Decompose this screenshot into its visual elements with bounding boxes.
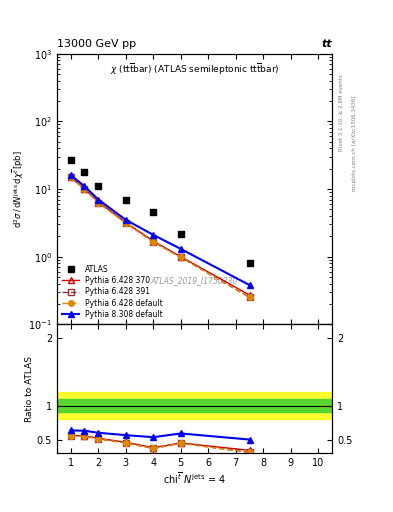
Pythia 8.308 default (247, 282, 252, 288)
ATLAS (123, 196, 129, 204)
Pythia 6.428 370 (178, 253, 183, 260)
Pythia 6.428 391 (82, 186, 87, 192)
Pythia 6.428 default (247, 294, 252, 301)
ATLAS (246, 259, 253, 267)
Pythia 6.428 370 (247, 292, 252, 298)
Bar (57, 392, 332, 419)
Text: Rivet 3.1.10, ≥ 2.8M events: Rivet 3.1.10, ≥ 2.8M events (339, 74, 344, 151)
Pythia 6.428 default (68, 174, 73, 180)
Text: mcplots.cern.ch [arXiv:1306.3436]: mcplots.cern.ch [arXiv:1306.3436] (352, 96, 357, 191)
Pythia 6.428 default (178, 254, 183, 260)
Line: Pythia 6.428 default: Pythia 6.428 default (68, 175, 252, 300)
Pythia 8.308 default (151, 232, 156, 238)
Text: $\chi$ (tt$\overline{\mathrm{t}}$bar) (ATLAS semileptonic tt$\overline{\mathrm{t: $\chi$ (tt$\overline{\mathrm{t}}$bar) (A… (110, 62, 279, 77)
Bar (57, 399, 332, 413)
Pythia 6.428 370 (151, 238, 156, 244)
Line: Pythia 6.428 370: Pythia 6.428 370 (68, 175, 252, 298)
Pythia 6.428 391 (178, 254, 183, 260)
Text: 13000 GeV pp: 13000 GeV pp (57, 38, 136, 49)
Pythia 8.308 default (178, 246, 183, 252)
Pythia 8.308 default (68, 172, 73, 178)
Pythia 6.428 370 (82, 186, 87, 192)
X-axis label: chi$^{\overline{t}}$ $N^{\mathrm{jets}}$ = 4: chi$^{\overline{t}}$ $N^{\mathrm{jets}}$… (163, 471, 226, 486)
Pythia 6.428 391 (68, 174, 73, 180)
Line: Pythia 8.308 default: Pythia 8.308 default (68, 173, 252, 288)
Y-axis label: $\mathrm{d}^2\sigma\,/\,\mathrm{d}N^{\mathrm{jets}}\,\mathrm{d}\chi^{\overline{t: $\mathrm{d}^2\sigma\,/\,\mathrm{d}N^{\ma… (10, 150, 26, 228)
Pythia 6.428 default (123, 220, 128, 226)
Pythia 6.428 391 (123, 220, 128, 226)
ATLAS (150, 208, 156, 217)
Pythia 6.428 370 (96, 199, 101, 205)
Pythia 8.308 default (96, 197, 101, 203)
ATLAS (178, 229, 184, 238)
Pythia 8.308 default (82, 183, 87, 189)
Y-axis label: Ratio to ATLAS: Ratio to ATLAS (25, 356, 34, 422)
ATLAS (68, 156, 74, 164)
Pythia 8.308 default (123, 217, 128, 223)
Pythia 6.428 391 (247, 294, 252, 301)
Text: tt: tt (321, 38, 332, 49)
ATLAS (81, 167, 88, 176)
Pythia 6.428 391 (96, 200, 101, 206)
Pythia 6.428 default (96, 200, 101, 206)
Pythia 6.428 default (82, 186, 87, 192)
Pythia 6.428 default (151, 239, 156, 245)
Legend: ATLAS, Pythia 6.428 370, Pythia 6.428 391, Pythia 6.428 default, Pythia 8.308 de: ATLAS, Pythia 6.428 370, Pythia 6.428 39… (61, 263, 165, 321)
Pythia 6.428 391 (151, 239, 156, 245)
ATLAS (95, 182, 101, 190)
Pythia 6.428 370 (68, 174, 73, 180)
Pythia 6.428 370 (123, 220, 128, 226)
Text: ATLAS_2019_I1750330: ATLAS_2019_I1750330 (151, 276, 238, 286)
Line: Pythia 6.428 391: Pythia 6.428 391 (68, 175, 252, 300)
